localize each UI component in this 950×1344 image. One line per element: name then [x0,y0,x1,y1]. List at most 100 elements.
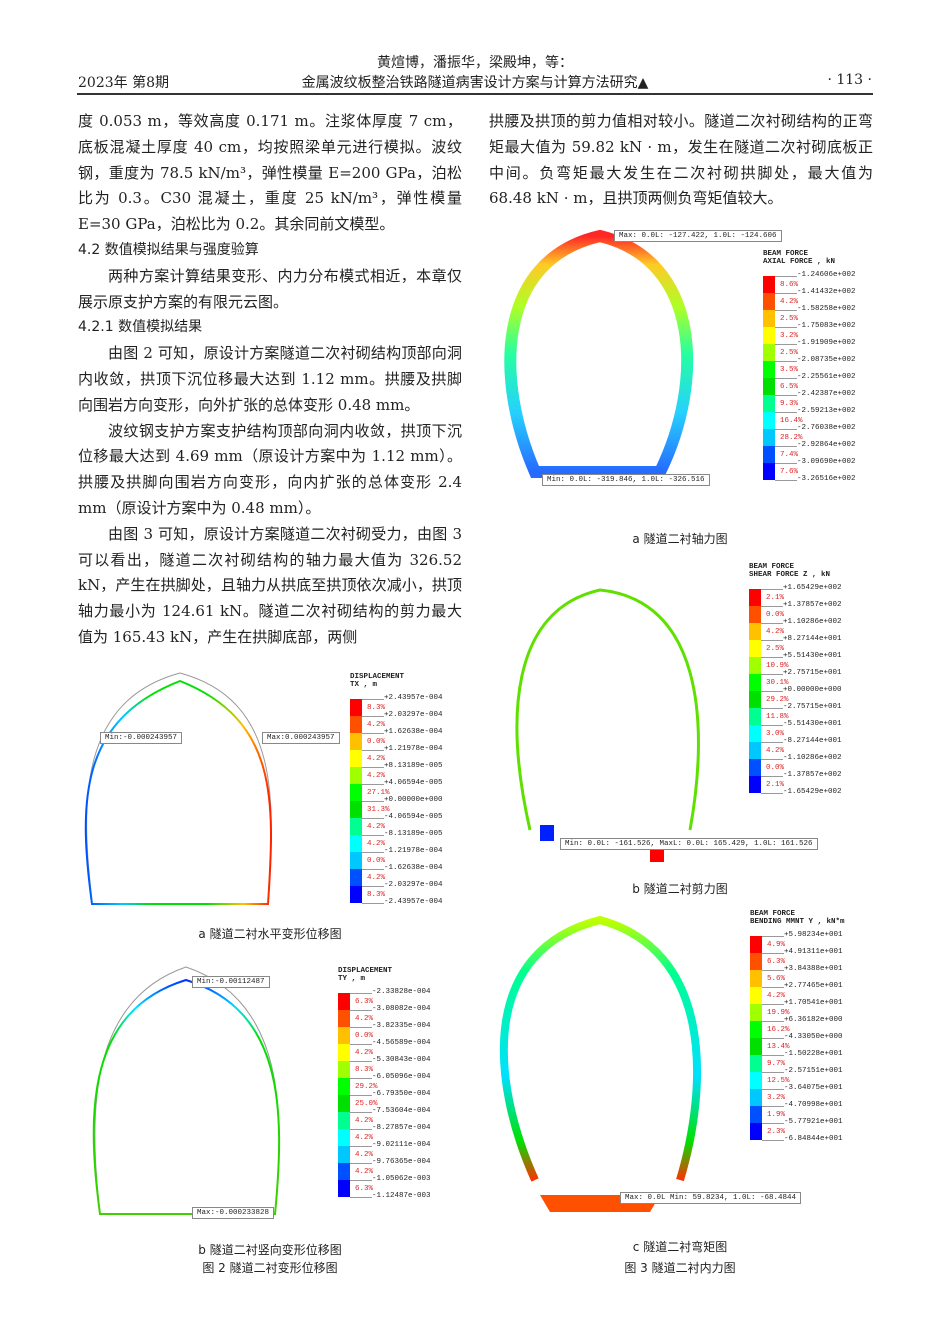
legend-value: -8.27857e-004 [372,1124,431,1132]
legend-percent: 3.2% [780,332,799,340]
legend-row: -6.79350e-004 25.0% [338,1090,458,1112]
legend-percent: 16.2% [767,1026,790,1034]
legend-tick [775,361,797,362]
legend-percent: 3.5% [780,366,799,374]
legend-color-swatch [350,784,362,801]
legend-tick [350,1129,372,1130]
legend-color-swatch [749,776,761,793]
min-tag: Min:-0.00112487 [192,976,270,988]
legend-value: -7.53604e-004 [372,1107,431,1115]
legend-tick [761,725,783,726]
legend-tick [775,480,797,481]
legend-row: +2.03297e-004 4.2% [350,711,470,733]
legend-percent: 8.6% [780,281,799,289]
tunnel-original-outline [94,966,280,1213]
legend-value: -2.76038e+002 [797,424,856,432]
legend-tick [350,1010,372,1011]
legend-percent: 0.0% [367,738,386,746]
legend-percent: 25.0% [355,1100,378,1108]
legend-tick [762,970,784,971]
header-rule [77,93,873,95]
legend-row: +5.51430e+001 10.9% [749,652,869,674]
figure-caption: 图 3 隧道二衬内力图 [624,1261,736,1275]
subcaption: a 隧道二衬轴力图 [632,532,728,546]
legend-value: -2.08735e+002 [797,356,856,364]
legend-tick [350,1044,372,1045]
legend-value: +4.06594e-005 [384,779,443,787]
legend-row: -7.53604e-004 4.2% [338,1107,458,1129]
legend-row: -4.70998e+001 1.9% [750,1101,870,1123]
legend-percent: 12.5% [767,1077,790,1085]
legend-percent: 13.4% [767,1043,790,1051]
legend-percent: 29.2% [355,1083,378,1091]
legend-value: -5.51430e+001 [783,720,842,728]
min-max-tag: Max: 0.0L Min: 59.8234, 1.0L: -68.4844 [620,1192,802,1204]
legend-tick [362,784,384,785]
legend-percent: 11.8% [766,713,789,721]
legend-tick [762,1004,784,1005]
legend-row: -1.75083e+002 3.2% [763,322,883,344]
legend-row: +1.62638e-004 0.0% [350,728,470,750]
legend-value: -2.03297e-004 [384,881,443,889]
legend-row: -4.06594e-005 4.2% [350,813,470,835]
legend-percent: 4.2% [355,1151,374,1159]
legend-color-swatch [749,589,761,606]
legend-color-swatch [763,276,775,293]
issue-label: 2023年 第8期 [78,75,169,91]
legend-row: +2.43957e-004 8.3% [350,694,470,716]
legend-color-swatch [750,1106,762,1123]
legend-color-swatch [750,970,762,987]
figure-caption: 图 2 隧道二衬变形位移图 [202,1261,338,1275]
legend-percent: 4.2% [355,1134,374,1142]
legend-color-swatch [749,657,761,674]
legend-title: BEAM FORCE AXIAL FORCE , kN [763,250,836,266]
paragraph: 波纹钢支护方案支护结构顶部向洞内收敛，拱顶下沉位移最大达到 4.69 mm（原设… [78,421,462,517]
legend-value: +2.77465e+001 [784,982,843,990]
legend-color-swatch [350,886,362,903]
min-max-tag: Min: 0.0L: -161.526, MaxL: 0.0L: 165.429… [560,838,818,850]
legend-tick [761,674,783,675]
legend-percent: 27.1% [367,789,390,797]
legend-color-swatch [749,691,761,708]
legend-color-swatch [750,1089,762,1106]
legend-tick [761,640,783,641]
legend-color-swatch [763,429,775,446]
legend-percent: 4.2% [355,1168,374,1176]
legend-color-swatch [338,1027,350,1044]
legend-row: -2.57151e+001 12.5% [750,1067,870,1089]
subcaption: b 隧道二衬竖向变形位移图 [198,1243,342,1257]
legend-color-swatch [338,1078,350,1095]
legend-percent: 9.3% [780,400,799,408]
legend-percent: 4.9% [767,941,786,949]
legend-color-swatch [350,716,362,733]
legend-row: -1.37857e+002 2.1% [749,771,869,793]
legend-tick [761,708,783,709]
legend-row: -2.33828e-004 6.3% [338,988,458,1010]
legend-percent: 2.5% [766,645,785,653]
legend-color-swatch [763,361,775,378]
legend-tick [761,793,783,794]
legend-row: +1.21978e-004 4.2% [350,745,470,767]
legend-value: -1.24606e+002 [797,271,856,279]
legend-tick [362,886,384,887]
legend-row: -5.77921e+001 2.3% [750,1118,870,1140]
legend-color-swatch [338,1163,350,1180]
legend-tick [362,869,384,870]
legend-tick [762,1123,784,1124]
legend-color-swatch [750,1038,762,1055]
legend-tick [761,606,783,607]
legend-row: -1.58258e+002 2.5% [763,305,883,327]
min-tag: Min: 0.0L: -319.846, 1.0L: -326.516 [542,474,710,486]
legend-color-swatch [750,1123,762,1140]
legend-ty: DISPLACEMENT TY , m -2.33828e-004 6.3% -3.0… [338,967,458,1203]
legend-tick [350,1112,372,1113]
legend-value: +8.27144e+001 [783,635,842,643]
legend-value: -1.50228e+001 [784,1050,843,1058]
legend-value: -1.91909e+002 [797,339,856,347]
legend-color-swatch [763,463,775,480]
legend-color-swatch [750,953,762,970]
legend-value: -1.10286e+002 [783,754,842,762]
legend-color-swatch [350,699,362,716]
legend-tick [775,412,797,413]
legend-color-swatch [763,395,775,412]
